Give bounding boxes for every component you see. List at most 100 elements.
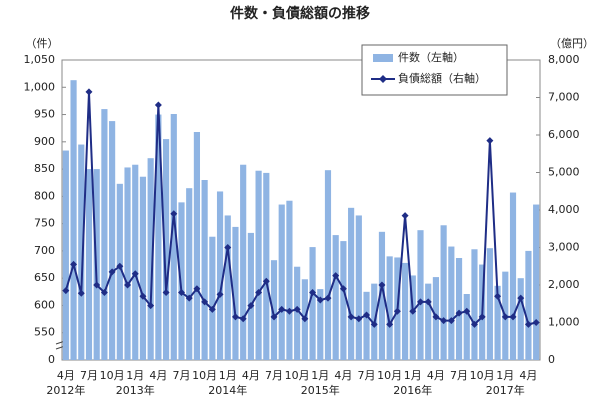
line-marker bbox=[509, 313, 517, 321]
x-tick-label: 1月 bbox=[219, 369, 237, 382]
bar bbox=[324, 170, 332, 360]
bar bbox=[147, 158, 154, 360]
bar bbox=[201, 180, 208, 360]
y2-tick-label: 0 bbox=[548, 353, 555, 366]
bar bbox=[348, 207, 355, 360]
line-marker bbox=[432, 313, 440, 321]
y2-tick-label: 6,000 bbox=[548, 128, 580, 141]
line-marker bbox=[455, 309, 463, 317]
line-marker bbox=[386, 320, 394, 328]
x-tick-label: 10月 bbox=[377, 369, 402, 382]
y-tick-label: 1,000 bbox=[24, 80, 56, 93]
legend bbox=[361, 44, 508, 96]
legend-swatch bbox=[373, 54, 393, 62]
line-marker bbox=[532, 319, 540, 326]
y2-tick-label: 1,000 bbox=[548, 316, 580, 329]
x-tick-label: 7月 bbox=[80, 369, 98, 382]
y2-tick-label: 4,000 bbox=[548, 203, 580, 216]
line-marker bbox=[501, 313, 509, 321]
line-marker bbox=[301, 315, 309, 323]
line-marker bbox=[170, 210, 178, 218]
line-marker bbox=[70, 260, 78, 268]
y2-tick-label: 8,000 bbox=[548, 53, 580, 66]
line-marker bbox=[116, 262, 124, 270]
line-marker bbox=[139, 292, 147, 300]
x-tick-label: 4月 bbox=[149, 369, 167, 382]
y2-tick-label: 5,000 bbox=[548, 166, 580, 179]
x-tick-label: 7月 bbox=[358, 369, 376, 382]
line-marker bbox=[524, 320, 532, 328]
y-break-label: 0 bbox=[48, 353, 55, 366]
bar bbox=[401, 262, 409, 360]
line-marker bbox=[216, 290, 224, 298]
y-tick-label: 1,050 bbox=[24, 53, 56, 66]
bar bbox=[386, 256, 393, 360]
line-marker bbox=[93, 281, 101, 289]
x-year-label: 2015年 bbox=[301, 383, 340, 397]
bar bbox=[124, 167, 131, 360]
bar bbox=[417, 230, 424, 360]
line-marker bbox=[108, 268, 116, 276]
bar bbox=[409, 275, 416, 360]
bar bbox=[317, 289, 324, 360]
line-marker bbox=[154, 101, 162, 109]
y2-tick-label: 3,000 bbox=[548, 241, 580, 254]
line-marker bbox=[185, 294, 193, 302]
bar bbox=[509, 192, 517, 360]
y-tick-label: 650 bbox=[34, 271, 55, 284]
line-marker bbox=[262, 277, 270, 285]
line-marker bbox=[77, 289, 85, 297]
bar bbox=[378, 231, 386, 360]
line-marker bbox=[409, 307, 417, 315]
line-marker bbox=[231, 313, 239, 321]
x-tick-label: 4月 bbox=[334, 369, 352, 382]
bar bbox=[255, 170, 262, 360]
bar bbox=[270, 260, 278, 360]
bar bbox=[62, 150, 69, 360]
y2-tick-label: 2,000 bbox=[548, 278, 580, 291]
x-year-label: 2016年 bbox=[393, 383, 432, 397]
line-marker bbox=[162, 289, 170, 296]
x-tick-label: 1月 bbox=[404, 369, 422, 382]
bar bbox=[425, 283, 432, 360]
bar bbox=[455, 258, 463, 360]
chart-title: 件数・負債総額の推移 bbox=[230, 5, 370, 22]
line-marker bbox=[363, 311, 371, 319]
line-marker bbox=[447, 317, 455, 325]
bar bbox=[162, 139, 170, 360]
bar bbox=[209, 236, 216, 360]
line-marker bbox=[285, 307, 293, 315]
bar bbox=[309, 247, 316, 360]
line-marker bbox=[424, 298, 432, 306]
y-tick-label: 750 bbox=[34, 217, 55, 230]
line-marker bbox=[370, 320, 378, 328]
x-year-label: 2017年 bbox=[486, 383, 525, 397]
line-marker bbox=[100, 289, 108, 296]
line-marker bbox=[309, 289, 317, 296]
line-marker bbox=[378, 281, 386, 289]
line-marker bbox=[178, 289, 185, 296]
line-marker bbox=[147, 302, 155, 310]
line-marker bbox=[517, 294, 525, 302]
bar bbox=[332, 235, 339, 360]
bar bbox=[294, 266, 301, 360]
x-tick-label: 1月 bbox=[496, 369, 514, 382]
line-marker bbox=[239, 315, 247, 323]
line-marker bbox=[332, 272, 340, 280]
line-marker bbox=[486, 137, 494, 145]
x-tick-label: 10月 bbox=[470, 369, 495, 382]
y-tick-label: 850 bbox=[34, 162, 55, 175]
bar bbox=[155, 114, 162, 360]
legend-marker bbox=[379, 75, 387, 83]
line-marker bbox=[417, 298, 424, 306]
bar bbox=[340, 241, 347, 360]
line-marker bbox=[278, 305, 286, 313]
bar bbox=[170, 114, 177, 360]
line-marker bbox=[124, 281, 132, 289]
bar bbox=[232, 226, 239, 360]
bar bbox=[224, 215, 231, 360]
line-marker bbox=[193, 285, 201, 293]
x-year-label: 2012年 bbox=[46, 383, 85, 397]
